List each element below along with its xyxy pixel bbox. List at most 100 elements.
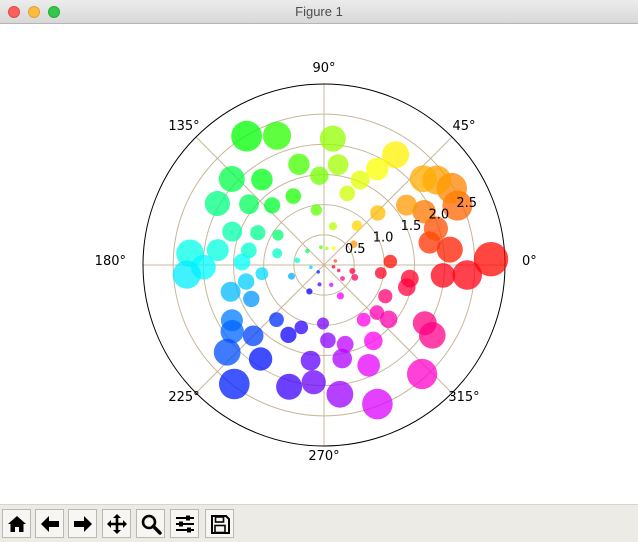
theta-tick-label-1: 45° [452, 119, 475, 134]
r-tick-label-1: 1.0 [373, 230, 394, 245]
scatter-point-72 [356, 312, 371, 327]
scatter-point-62 [301, 370, 326, 395]
scatter-point-68 [362, 388, 393, 420]
scatter-point-50 [220, 320, 244, 344]
scatter-point-55 [248, 347, 273, 371]
move-icon [106, 513, 127, 534]
scatter-point-29 [251, 168, 273, 191]
scatter-point-92 [350, 240, 358, 248]
scatter-point-76 [340, 276, 345, 281]
scatter-point-84 [430, 263, 456, 288]
r-tick-label-2: 1.5 [401, 219, 422, 234]
scatter-point-7 [349, 268, 356, 274]
scatter-point-70 [336, 292, 344, 300]
title-bar: Figure 1 [0, 0, 638, 24]
scatter-point-80 [351, 274, 359, 281]
scatter-point-24 [310, 204, 322, 216]
scatter-point-86 [331, 246, 336, 251]
scatter-point-95 [336, 268, 341, 273]
theta-tick-label-5: 225° [168, 390, 199, 405]
scatter-point-91 [329, 282, 334, 287]
back-button[interactable] [35, 509, 64, 538]
scatter-point-1 [452, 260, 483, 290]
theta-tick-label-2: 90° [312, 61, 335, 76]
forward-button[interactable] [68, 509, 97, 538]
scatter-point-71 [364, 331, 383, 351]
scatter-point-23 [310, 166, 329, 185]
scatter-point-66 [332, 348, 353, 369]
scatter-point-51 [213, 338, 241, 366]
scatter-point-31 [218, 166, 245, 192]
pan-button[interactable] [102, 509, 131, 538]
scatter-point-26 [262, 121, 292, 150]
sliders-icon [175, 515, 194, 532]
scatter-point-2 [436, 236, 463, 263]
save-button[interactable] [205, 509, 234, 538]
close-window-button[interactable] [8, 6, 20, 18]
scatter-point-56 [306, 288, 313, 295]
scatter-point-63 [317, 317, 329, 330]
scatter-point-46 [220, 281, 241, 302]
scatter-point-25 [288, 153, 310, 175]
minimize-window-button[interactable] [28, 6, 40, 18]
window-title: Figure 1 [295, 4, 343, 19]
theta-tick-label-0: 0° [522, 254, 537, 269]
r-tick-label-0: 0.5 [345, 242, 366, 257]
scatter-point-93 [325, 246, 329, 251]
scatter-point-89 [309, 265, 313, 270]
scatter-point-0 [473, 242, 509, 277]
scatter-point-15 [351, 220, 363, 231]
scatter-point-16 [382, 141, 410, 169]
scatter-point-36 [222, 221, 243, 242]
scatter-point-37 [272, 248, 283, 259]
scatter-point-39 [206, 239, 229, 262]
scatter-point-12 [396, 194, 417, 216]
scatter-point-11 [412, 200, 436, 224]
scatter-point-65 [326, 380, 354, 408]
scatter-point-58 [294, 320, 309, 335]
scatter-point-27 [285, 188, 302, 204]
scatter-point-60 [317, 282, 322, 287]
labels-layer: 0° 45° 90° 135° 180° 225° 270° 315° 0.5 1.0 1.5 2.0… [95, 61, 537, 464]
scatter-point-69 [357, 354, 381, 377]
arrow-right-icon [73, 515, 92, 532]
theta-tick-label-6: 270° [308, 449, 339, 464]
scatter-point-18 [350, 170, 370, 190]
scatter-point-85 [333, 259, 338, 263]
scatter-point-13 [370, 205, 386, 221]
scatter-point-78 [412, 311, 437, 336]
scatter-point-34 [204, 190, 230, 217]
angular-gridline-1 [323, 136, 453, 266]
zoom-button[interactable] [136, 509, 165, 538]
points-layer [172, 120, 509, 420]
theta-tick-label-3: 135° [168, 119, 199, 134]
scatter-point-5 [423, 216, 448, 241]
scatter-point-75 [380, 310, 398, 328]
scatter-point-22 [319, 125, 346, 152]
scatter-point-57 [280, 326, 297, 343]
configure-subplots-button[interactable] [170, 509, 199, 538]
scatter-point-73 [407, 358, 438, 390]
scatter-point-79 [378, 289, 393, 304]
navigation-toolbar [0, 504, 638, 542]
scatter-point-33 [272, 229, 284, 241]
scatter-point-32 [239, 194, 259, 215]
zoom-window-button[interactable] [48, 6, 60, 18]
scatter-point-35 [250, 225, 266, 241]
home-button[interactable] [2, 509, 31, 538]
scatter-point-20 [328, 222, 338, 231]
scatter-point-74 [369, 305, 385, 320]
scatter-point-61 [300, 350, 321, 371]
scatter-point-19 [339, 185, 356, 202]
scatter-point-41 [233, 253, 251, 271]
zoom-icon [141, 514, 162, 535]
polar-scatter-chart[interactable]: 0° 45° 90° 135° 180° 225° 270° 315° 0.5 1.0 1.5 2.0… [0, 24, 638, 504]
scatter-point-21 [327, 154, 349, 176]
scatter-point-52 [242, 325, 264, 347]
theta-tick-label-4: 180° [95, 254, 126, 269]
scatter-point-28 [231, 120, 262, 152]
scatter-point-81 [398, 278, 416, 296]
scatter-point-54 [219, 368, 250, 400]
scatter-point-43 [172, 260, 201, 289]
scatter-point-83 [374, 267, 387, 279]
